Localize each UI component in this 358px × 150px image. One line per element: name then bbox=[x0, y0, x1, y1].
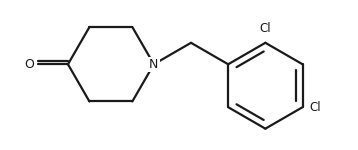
Text: N: N bbox=[149, 58, 159, 71]
Text: Cl: Cl bbox=[309, 101, 321, 114]
Text: Cl: Cl bbox=[260, 22, 271, 34]
Text: O: O bbox=[25, 58, 35, 71]
